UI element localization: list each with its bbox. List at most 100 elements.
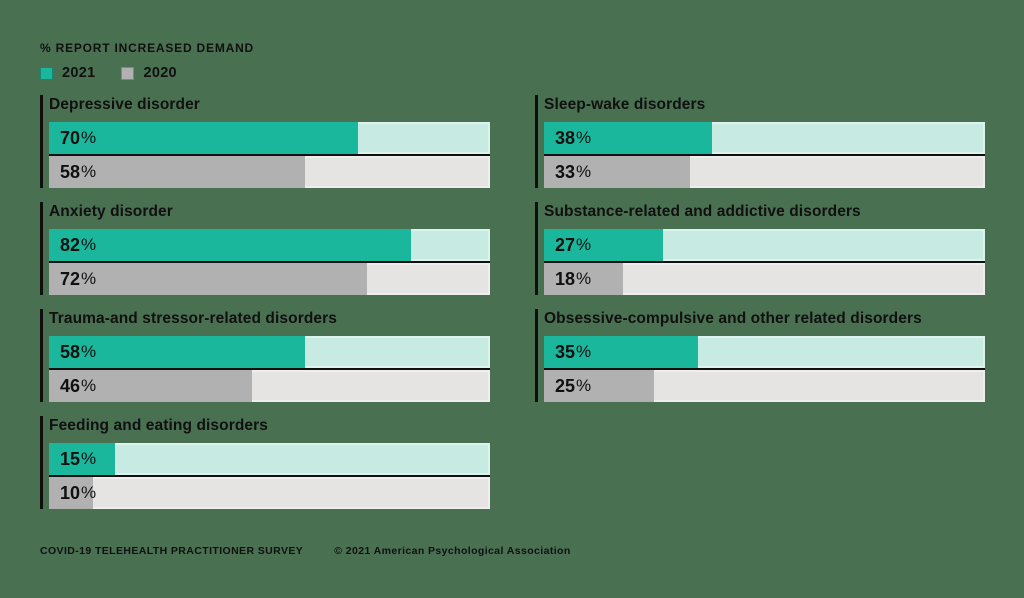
bar-2021: 70% <box>49 122 490 154</box>
footer-source-label: COVID-19 TELEHEALTH PRACTITIONER SURVEY <box>40 545 303 557</box>
percent-sign: % <box>81 162 97 181</box>
bar-fill <box>544 122 712 154</box>
bar-group: Depressive disorder 70% 58% <box>40 95 490 188</box>
legend-swatch-2020 <box>121 66 135 80</box>
chart-column-2: Sleep-wake disorders 38% 33% Substance-rela… <box>535 95 985 523</box>
bar-track <box>49 477 490 509</box>
percent-sign: % <box>81 269 97 288</box>
category-label: Anxiety disorder <box>49 203 173 220</box>
bar-value-number: 70 <box>60 127 81 148</box>
bar-value-label: 18% <box>555 263 591 295</box>
bar-2020: 10% <box>49 475 490 509</box>
bar-group: Sleep-wake disorders 38% 33% <box>535 95 985 188</box>
bar-value-number: 33 <box>555 161 576 182</box>
bar-2020: 25% <box>544 368 985 402</box>
bar-group: Obsessive-compulsive and other related d… <box>535 309 985 402</box>
footer: COVID-19 TELEHEALTH PRACTITIONER SURVEY … <box>40 545 571 557</box>
category-label: Feeding and eating disorders <box>49 417 268 434</box>
bar-value-label: 82% <box>60 229 96 261</box>
bar-value-label: 10% <box>60 477 96 509</box>
bar-value-number: 18 <box>555 268 576 289</box>
percent-sign: % <box>576 342 592 361</box>
bar-value-number: 38 <box>555 127 576 148</box>
bar-fill <box>544 156 690 188</box>
bar-2021: 35% <box>544 336 985 368</box>
bar-value-number: 10 <box>60 482 81 503</box>
percent-sign: % <box>576 128 592 147</box>
percent-sign: % <box>576 376 592 395</box>
bar-value-label: 58% <box>60 156 96 188</box>
percent-sign: % <box>81 128 97 147</box>
percent-sign: % <box>81 449 97 468</box>
bar-value-label: 70% <box>60 122 96 154</box>
percent-sign: % <box>81 342 97 361</box>
bar-fill <box>49 229 411 261</box>
bar-value-label: 72% <box>60 263 96 295</box>
bar-fill <box>49 263 367 295</box>
bar-value-label: 35% <box>555 336 591 368</box>
bar-2021: 15% <box>49 443 490 475</box>
percent-sign: % <box>576 269 592 288</box>
category-label: Obsessive-compulsive and other related d… <box>544 310 922 327</box>
percent-sign: % <box>576 235 592 254</box>
bar-2021: 27% <box>544 229 985 261</box>
bar-value-number: 58 <box>60 341 81 362</box>
bar-value-number: 15 <box>60 448 81 469</box>
bar-fill <box>49 336 305 368</box>
bar-group: Feeding and eating disorders 15% 10% <box>40 416 490 509</box>
percent-sign: % <box>576 162 592 181</box>
bar-value-label: 25% <box>555 370 591 402</box>
bar-2020: 58% <box>49 154 490 188</box>
bar-value-number: 58 <box>60 161 81 182</box>
chart-column-1: Depressive disorder 70% 58% Anxiety disorde… <box>40 95 490 523</box>
bar-value-label: 15% <box>60 443 96 475</box>
bar-value-number: 72 <box>60 268 81 289</box>
bar-track <box>49 443 490 475</box>
percent-sign: % <box>81 376 97 395</box>
legend-item-2020: 2020 <box>121 65 177 81</box>
bar-value-label: 38% <box>555 122 591 154</box>
category-label: Substance-related and addictive disorder… <box>544 203 861 220</box>
legend-item-2021: 2021 <box>40 65 95 81</box>
bar-fill <box>544 229 664 261</box>
category-label: Sleep-wake disorders <box>544 96 706 113</box>
bar-fill <box>544 370 655 402</box>
bar-group: Trauma-and stressor-related disorders 58%… <box>40 309 490 402</box>
legend: 2021 2020 <box>40 65 177 81</box>
bar-fill <box>544 263 624 295</box>
bar-value-number: 27 <box>555 234 576 255</box>
percent-sign: % <box>81 483 97 502</box>
percent-sign: % <box>81 235 97 254</box>
bar-value-number: 25 <box>555 375 576 396</box>
bar-2020: 18% <box>544 261 985 295</box>
bar-fill <box>49 156 305 188</box>
bar-2021: 58% <box>49 336 490 368</box>
legend-swatch-2021 <box>40 66 53 80</box>
bar-fill <box>544 336 699 368</box>
chart-title: % REPORT INCREASED DEMAND <box>40 41 255 55</box>
bar-2020: 46% <box>49 368 490 402</box>
bar-2021: 82% <box>49 229 490 261</box>
bar-group: Anxiety disorder 82% 72% <box>40 202 490 295</box>
chart-columns: Depressive disorder 70% 58% Anxiety disorde… <box>40 95 985 523</box>
bar-group: Substance-related and addictive disorder… <box>535 202 985 295</box>
bar-fill <box>49 370 252 402</box>
bar-value-label: 33% <box>555 156 591 188</box>
bar-2020: 72% <box>49 261 490 295</box>
bar-value-number: 35 <box>555 341 576 362</box>
category-label: Depressive disorder <box>49 96 200 113</box>
bar-value-number: 46 <box>60 375 81 396</box>
bar-value-label: 58% <box>60 336 96 368</box>
bar-value-label: 27% <box>555 229 591 261</box>
legend-label-2020: 2020 <box>143 65 177 81</box>
bar-value-label: 46% <box>60 370 96 402</box>
bar-2020: 33% <box>544 154 985 188</box>
bar-fill <box>49 443 116 475</box>
legend-label-2021: 2021 <box>62 65 96 81</box>
bar-value-number: 82 <box>60 234 81 255</box>
bar-fill <box>49 122 358 154</box>
category-label: Trauma-and stressor-related disorders <box>49 310 337 327</box>
footer-copyright: © 2021 American Psychological Associatio… <box>334 545 571 557</box>
bar-fill <box>49 477 94 509</box>
